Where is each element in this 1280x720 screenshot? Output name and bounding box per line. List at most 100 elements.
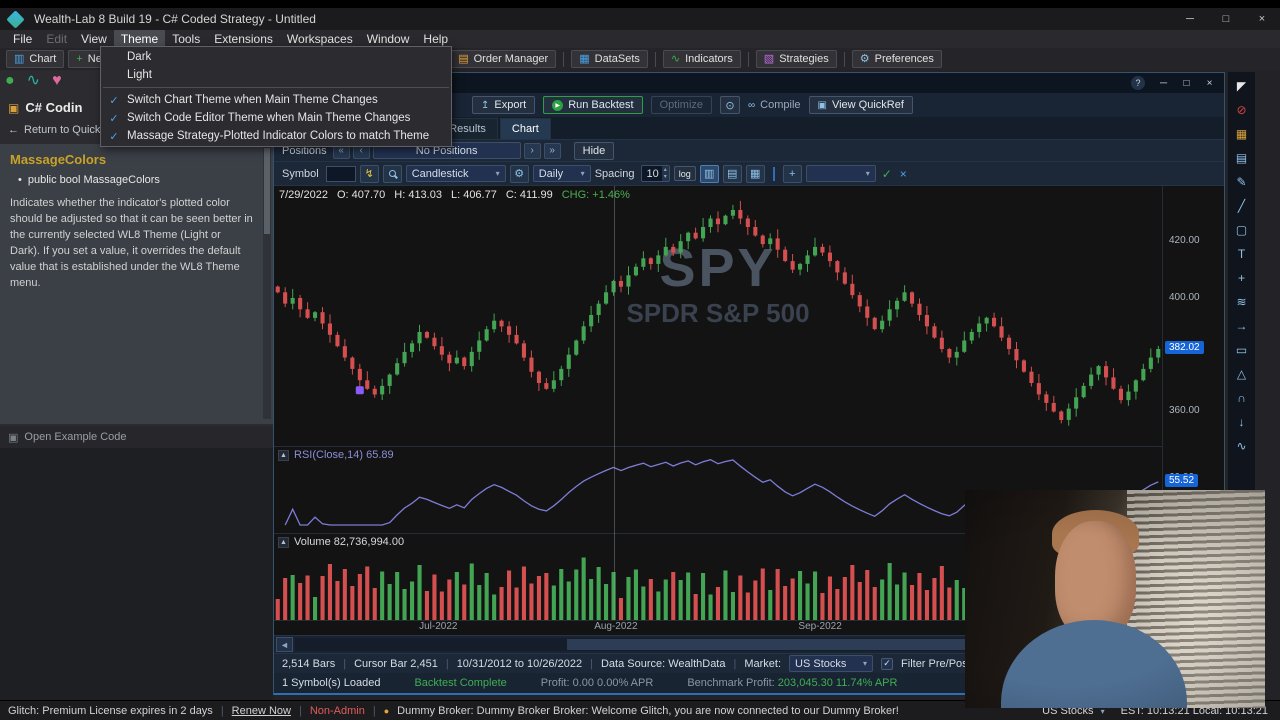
chart-style-dropdown[interactable]: Candlestick ▾ — [405, 165, 506, 182]
crosshair-tool-icon[interactable]: + — [1237, 270, 1245, 285]
scale-dropdown[interactable]: Daily ▾ — [532, 165, 591, 182]
filter-prepost-checkbox[interactable]: ✓ — [881, 657, 894, 670]
no-drawing-icon[interactable]: ⊘ — [1236, 102, 1247, 117]
heart-icon[interactable]: ♥ — [52, 72, 62, 89]
channel-tool-icon[interactable]: ≋ — [1236, 294, 1247, 309]
log-scale-button[interactable]: log — [673, 166, 696, 181]
add-indicator-button[interactable]: + — [782, 164, 802, 183]
spinner-arrows[interactable]: ▴ ▾ — [661, 165, 669, 182]
chart-icon: ▥ — [14, 52, 25, 65]
scrollbar-thumb[interactable] — [567, 639, 1067, 650]
high-value: H: 413.03 — [394, 189, 442, 201]
grid-icon: ▦ — [750, 168, 761, 180]
collapse-icon[interactable]: ▲ — [278, 536, 289, 548]
candlestick-view-button[interactable]: ▥ — [699, 164, 719, 183]
symbol-input[interactable] — [325, 165, 356, 182]
datasets-icon: ▦ — [579, 52, 590, 65]
trendline-tool-icon[interactable]: ╱ — [1237, 198, 1246, 213]
note-tool-icon[interactable]: ▢ — [1235, 222, 1248, 237]
rectangle-tool-icon[interactable]: ▭ — [1235, 342, 1248, 357]
chart-close-button[interactable]: × — [1206, 77, 1213, 89]
open-example-code-header[interactable]: ▣ Open Example Code — [0, 426, 273, 448]
doc-title: MassageColors — [10, 152, 107, 167]
grid-view-button[interactable]: ▦ — [745, 164, 765, 183]
scroll-left-button[interactable]: ◄ — [276, 637, 293, 652]
spin-down-icon[interactable]: ▾ — [663, 173, 667, 180]
strategies-button[interactable]: ▧ Strategies — [755, 50, 837, 68]
view-quickref-button[interactable]: ▣ View QuickRef — [808, 96, 913, 114]
spin-up-icon[interactable]: ▴ — [663, 166, 667, 173]
renew-now-link[interactable]: Renew Now — [231, 704, 291, 717]
text-tool-icon[interactable]: T — [1237, 246, 1246, 261]
chart-minimize-button[interactable]: ─ — [1159, 77, 1168, 89]
globe-icon[interactable]: ● — [5, 72, 15, 89]
scrollbar-thumb[interactable] — [264, 148, 270, 234]
pattern-tool-icon[interactable]: ▦ — [1235, 126, 1248, 141]
pointer-tool-icon[interactable]: ◤ — [1236, 78, 1247, 93]
arrow-tool-icon[interactable]: → — [1235, 318, 1248, 333]
pin-button[interactable]: ⊙ — [720, 96, 741, 114]
doc-scrollbar[interactable] — [263, 147, 271, 419]
print-icon[interactable]: ▤ — [1235, 150, 1248, 165]
menu-item-file[interactable]: File — [13, 32, 33, 46]
bar-view-button[interactable]: ▤ — [722, 164, 742, 183]
theme-menu-item-massage-strategy-plotted-indicator-colors-to-match-theme[interactable]: ✓ Massage Strategy-Plotted Indicator Colo… — [101, 127, 451, 145]
next-position-button[interactable]: › — [523, 142, 541, 159]
chart-window-titlebar[interactable]: ? ─ □ × — [274, 73, 1224, 93]
market-dropdown[interactable]: US Stocks ▾ — [789, 655, 874, 672]
streaming-button[interactable]: ↯ — [359, 164, 379, 183]
wave-tool-icon[interactable]: ∿ — [1236, 438, 1247, 453]
apply-check-icon[interactable]: ✓ — [881, 166, 892, 181]
maximize-button[interactable]: □ — [1222, 13, 1230, 25]
volume-panel-label: ▲ Volume 82,736,994.00 — [278, 536, 404, 548]
theme-menu-item-switch-code-editor-theme-when-main-theme-changes[interactable]: ✓ Switch Code Editor Theme when Main Them… — [101, 109, 451, 127]
menu-item-window[interactable]: Window — [366, 32, 410, 46]
theme-menu-item-dark[interactable]: Dark — [101, 48, 451, 66]
export-button[interactable]: ↥ Export — [472, 96, 536, 114]
checkmark-icon: ✓ — [109, 130, 119, 143]
indicator-dropdown[interactable]: ▾ — [805, 165, 876, 182]
menu-item-help[interactable]: Help — [423, 32, 449, 46]
menu-item-workspaces[interactable]: Workspaces — [286, 32, 353, 46]
tab-chart[interactable]: Chart — [499, 118, 551, 139]
rsi-panel-label: ▲ RSI(Close,14) 65.89 — [278, 449, 394, 461]
chart-maximize-button[interactable]: □ — [1183, 77, 1190, 89]
menu-item-tools[interactable]: Tools — [172, 32, 201, 46]
return-link[interactable]: ← Return to Quick — [8, 124, 100, 136]
last-position-button[interactable]: » — [543, 142, 561, 159]
minimize-button[interactable]: ─ — [1186, 13, 1194, 25]
compile-button[interactable]: ∞ Compile — [748, 99, 801, 111]
spacing-spinner[interactable]: 10 ▴ ▾ — [641, 165, 670, 182]
return-link-label: Return to Quick — [24, 124, 101, 136]
run-backtest-button[interactable]: ▶ Run Backtest — [543, 96, 643, 114]
symbol-search-button[interactable] — [382, 164, 402, 183]
price-axis-label: 360.00 — [1169, 405, 1200, 417]
pencil-tool-icon[interactable]: ✎ — [1236, 174, 1247, 189]
indicators-button[interactable]: ∿ Indicators — [662, 50, 741, 68]
theme-menu-item-switch-chart-theme-when-main-theme-changes[interactable]: ✓ Switch Chart Theme when Main Theme Chan… — [101, 91, 451, 109]
arc-tool-icon[interactable]: ∩ — [1237, 390, 1246, 405]
chart-button[interactable]: ▥ Chart — [6, 50, 65, 68]
clear-x-icon[interactable]: × — [899, 166, 907, 181]
datasets-button[interactable]: ▦ DataSets — [571, 50, 648, 68]
collapse-icon[interactable]: ▲ — [278, 449, 289, 461]
menu-item-extensions[interactable]: Extensions — [214, 32, 273, 46]
order-manager-button[interactable]: ▤ Order Manager — [450, 50, 557, 68]
price-pane[interactable] — [274, 186, 1162, 446]
code-area[interactable] — [0, 448, 273, 700]
theme-menu-item-light[interactable]: Light — [101, 66, 451, 84]
hide-button[interactable]: Hide — [573, 141, 615, 160]
wave-icon[interactable]: ∿ — [26, 72, 41, 89]
chevron-down-icon: ▾ — [1100, 706, 1105, 716]
menu-bar: File Edit View Theme Tools Extensions Workspac… — [0, 30, 1280, 48]
preferences-button[interactable]: ⚙ Preferences — [851, 50, 942, 68]
menu-item-view[interactable]: View — [81, 32, 107, 46]
left-panel: ● ∿ ♥ ▣ C# Codin ← Return to Quick Massage… — [0, 70, 273, 700]
style-settings-button[interactable]: ⚙ — [509, 164, 529, 183]
triangle-tool-icon[interactable]: △ — [1236, 366, 1247, 381]
close-button[interactable]: × — [1258, 13, 1266, 25]
drop-tool-icon[interactable]: ↓ — [1238, 414, 1245, 429]
menu-item-theme[interactable]: Theme — [113, 30, 166, 48]
window-help-button[interactable]: ? — [1131, 76, 1145, 90]
chevron-down-icon: ▾ — [580, 169, 585, 178]
